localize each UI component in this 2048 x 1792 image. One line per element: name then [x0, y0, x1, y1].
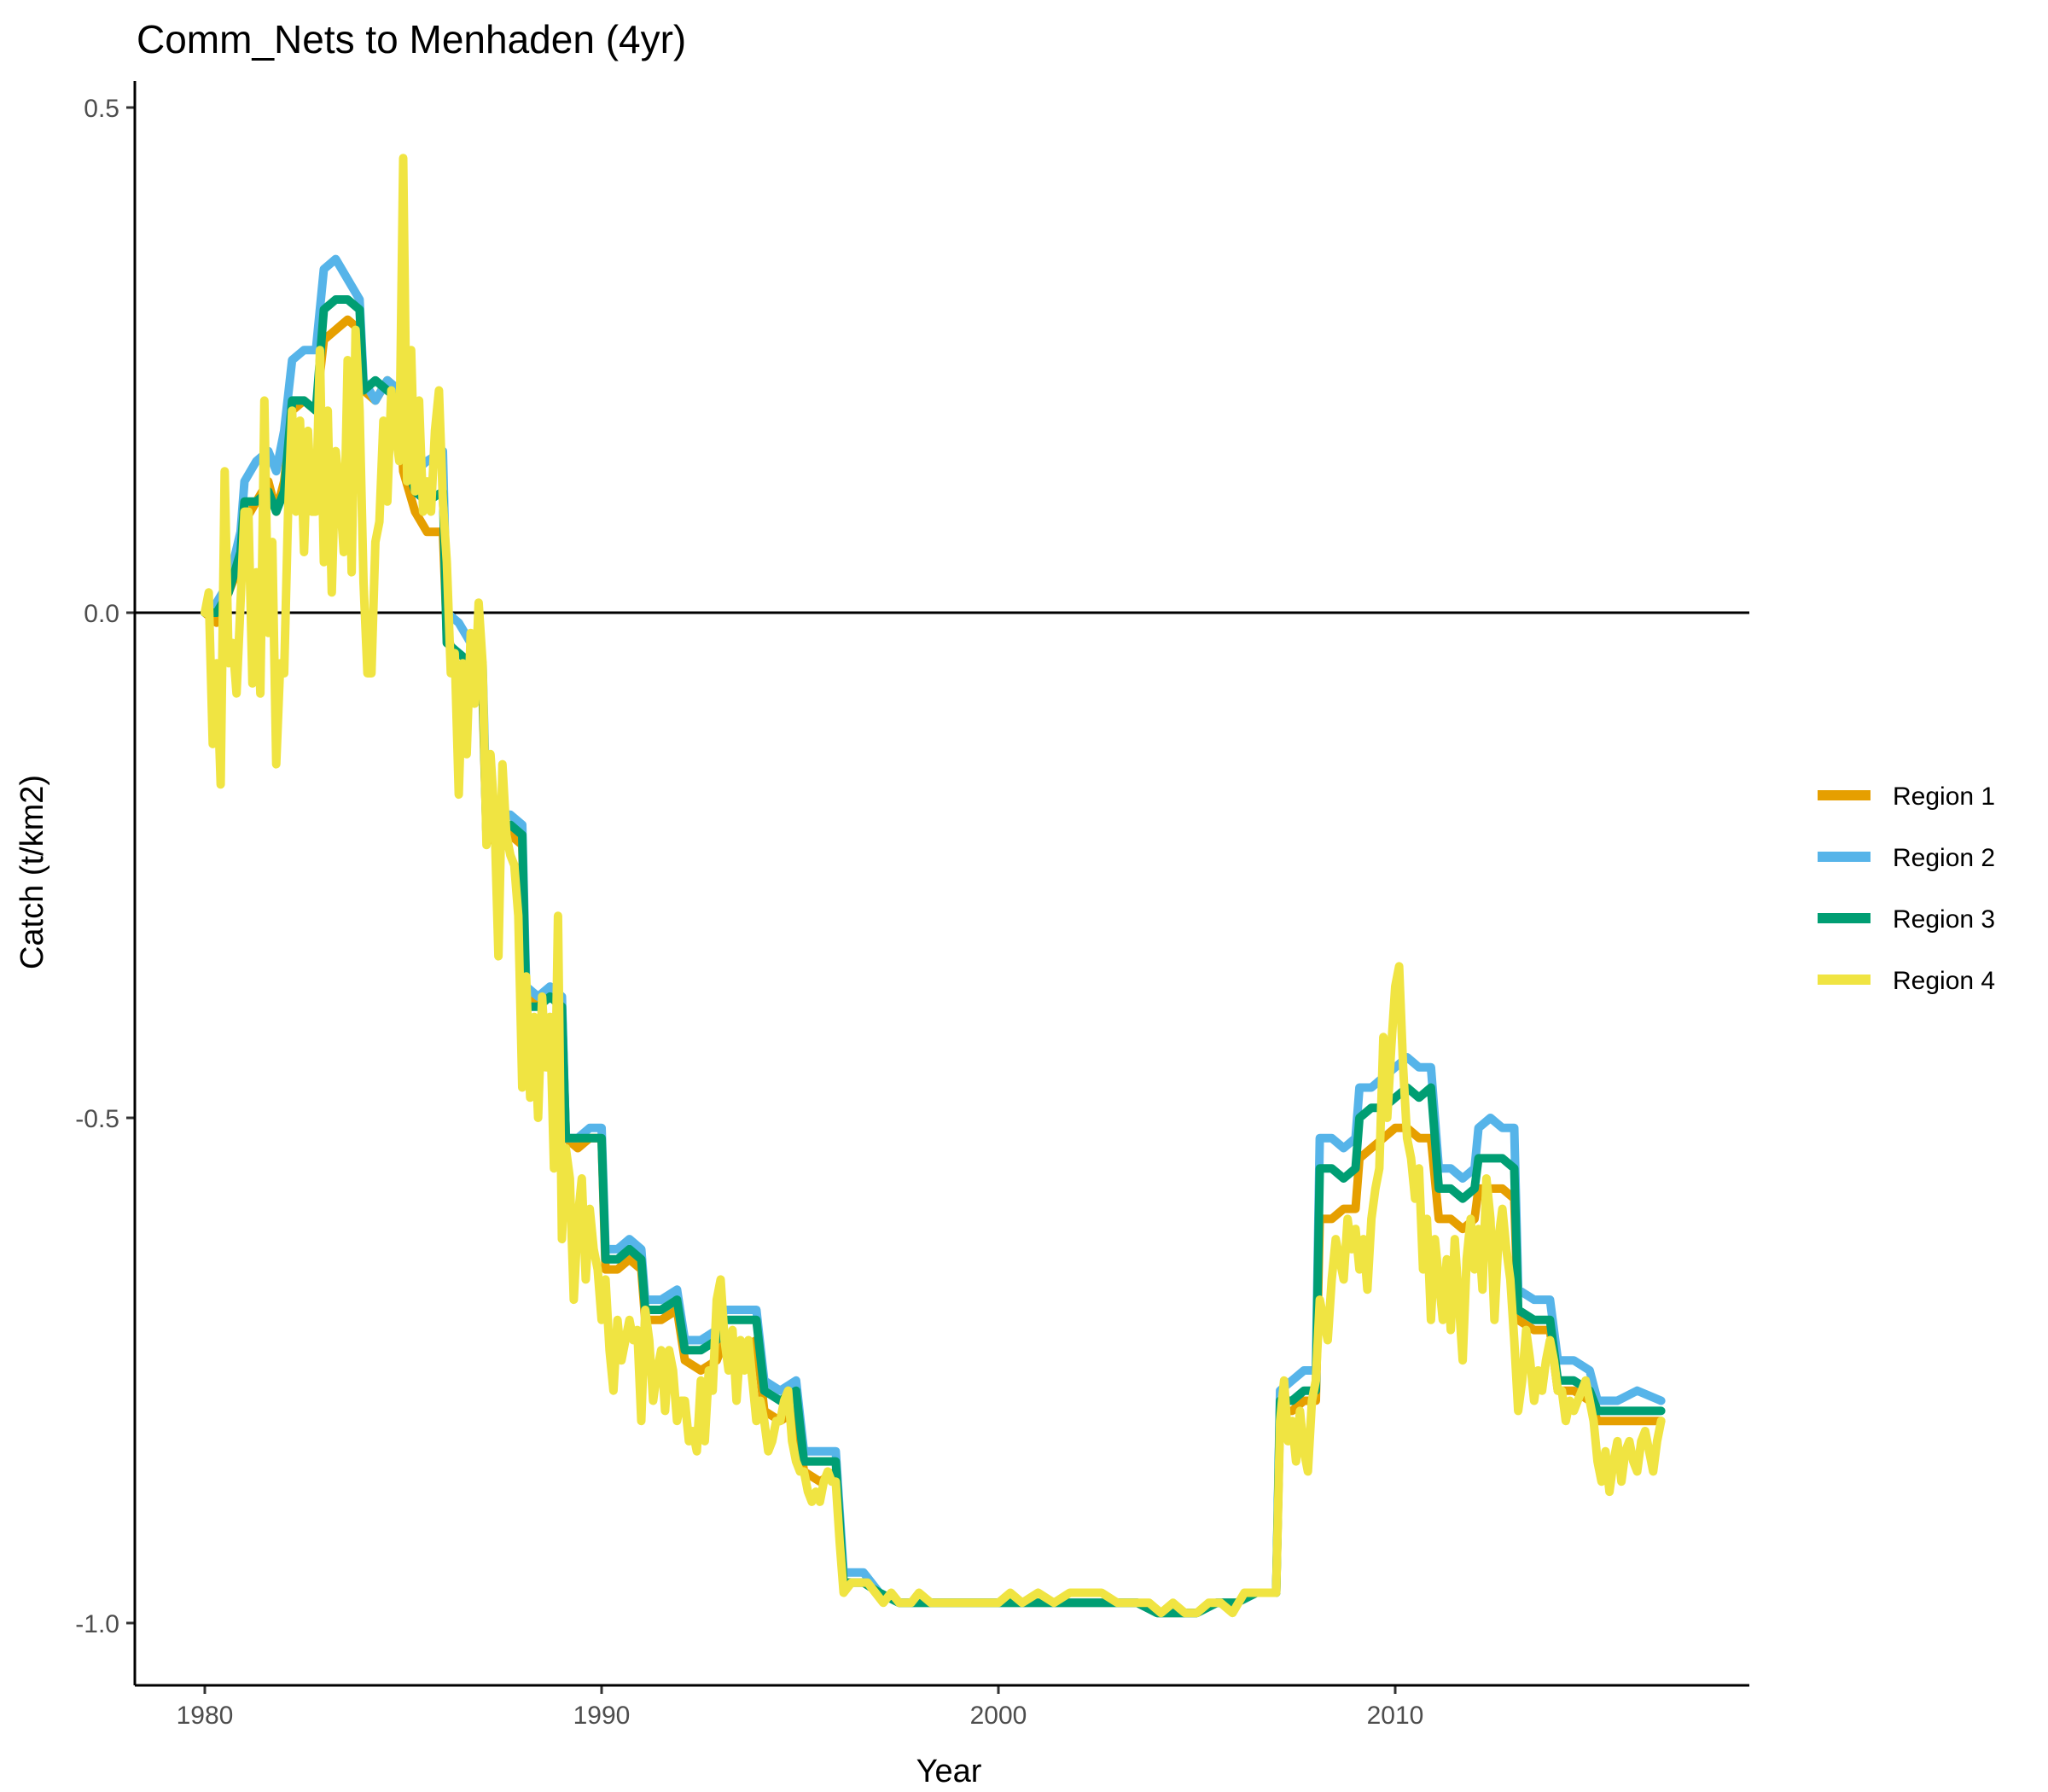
x-tick-label: 1990	[573, 1702, 631, 1730]
chart-title: Comm_Nets to Menhaden (4yr)	[137, 17, 686, 61]
y-axis-title: Catch (t/km2)	[15, 775, 50, 969]
legend-label-region-2: Region 2	[1893, 844, 1995, 872]
y-tick-label: 0.0	[84, 600, 119, 628]
x-axis-ticks: 1980 1990 2000 2010	[177, 1685, 1424, 1730]
x-tick-label: 2000	[970, 1702, 1027, 1730]
y-tick-label: -1.0	[75, 1610, 119, 1638]
y-axis-ticks: 0.5 0.0 -0.5 -1.0	[75, 95, 135, 1638]
legend-label-region-3: Region 3	[1893, 905, 1995, 934]
x-axis-title: Year	[916, 1754, 982, 1789]
series-lines	[201, 154, 1666, 1618]
series-line-region-4	[201, 154, 1666, 1618]
legend: Region 1 Region 2 Region 3 Region 4	[1818, 783, 1995, 995]
legend-label-region-1: Region 1	[1893, 783, 1995, 811]
x-tick-label: 1980	[177, 1702, 234, 1730]
y-tick-label: -0.5	[75, 1105, 119, 1133]
legend-label-region-4: Region 4	[1893, 967, 1995, 995]
y-tick-label: 0.5	[84, 95, 119, 123]
x-tick-label: 2010	[1367, 1702, 1424, 1730]
